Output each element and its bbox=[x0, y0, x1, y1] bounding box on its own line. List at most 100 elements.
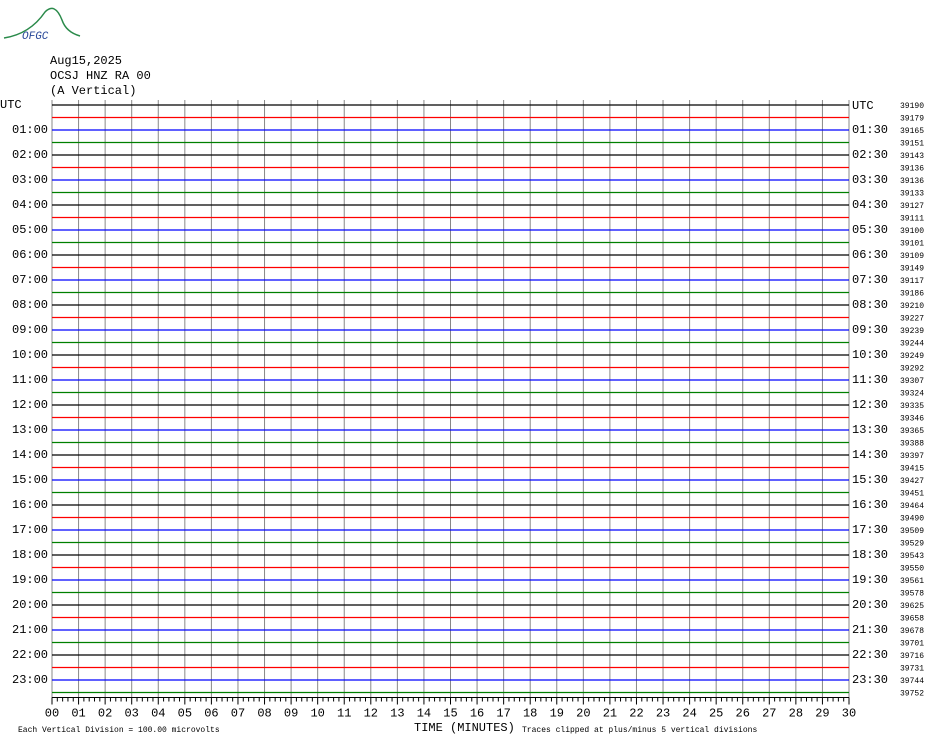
right-time-label: 20:30 bbox=[852, 598, 888, 612]
clip-note: Traces clipped at plus/minus 5 vertical … bbox=[522, 726, 757, 735]
left-time-label: 22:00 bbox=[12, 648, 48, 662]
trace-count: 39292 bbox=[900, 365, 924, 374]
left-time-label: 10:00 bbox=[12, 348, 48, 362]
trace-count: 39752 bbox=[900, 690, 924, 699]
left-time-label: 23:00 bbox=[12, 673, 48, 687]
trace-count: 39578 bbox=[900, 590, 924, 599]
right-time-label: 03:30 bbox=[852, 173, 888, 187]
right-time-label: 22:30 bbox=[852, 648, 888, 662]
left-time-label: 11:00 bbox=[12, 373, 48, 387]
left-time-label: 04:00 bbox=[12, 198, 48, 212]
trace-count: 39249 bbox=[900, 352, 924, 361]
trace-count: 39397 bbox=[900, 452, 924, 461]
trace-count: 39100 bbox=[900, 227, 924, 236]
x-tick-label: 24 bbox=[682, 707, 696, 721]
left-time-label: 03:00 bbox=[12, 173, 48, 187]
trace-count: 39179 bbox=[900, 115, 924, 124]
x-axis-label: TIME (MINUTES) bbox=[414, 721, 515, 735]
x-tick-label: 14 bbox=[417, 707, 431, 721]
trace-count: 39151 bbox=[900, 140, 924, 149]
left-time-label: 12:00 bbox=[12, 398, 48, 412]
trace-count: 39101 bbox=[900, 240, 924, 249]
left-time-label: 17:00 bbox=[12, 523, 48, 537]
x-tick-label: 28 bbox=[789, 707, 803, 721]
x-tick-label: 18 bbox=[523, 707, 537, 721]
x-tick-label: 00 bbox=[45, 707, 59, 721]
x-tick-label: 29 bbox=[815, 707, 829, 721]
x-tick-label: 16 bbox=[470, 707, 484, 721]
x-tick-label: 05 bbox=[178, 707, 192, 721]
trace-count: 39133 bbox=[900, 190, 924, 199]
x-tick-label: 08 bbox=[257, 707, 271, 721]
left-time-label: 15:00 bbox=[12, 473, 48, 487]
trace-count: 39388 bbox=[900, 440, 924, 449]
trace-count: 39346 bbox=[900, 415, 924, 424]
trace-count: 39464 bbox=[900, 502, 924, 511]
left-time-label: 16:00 bbox=[12, 498, 48, 512]
trace-count: 39731 bbox=[900, 665, 924, 674]
trace-count: 39658 bbox=[900, 615, 924, 624]
left-time-label: 01:00 bbox=[12, 123, 48, 137]
left-time-label: 14:00 bbox=[12, 448, 48, 462]
x-tick-label: 10 bbox=[310, 707, 324, 721]
right-time-label: 16:30 bbox=[852, 498, 888, 512]
left-time-label: 09:00 bbox=[12, 323, 48, 337]
trace-count: 39136 bbox=[900, 177, 924, 186]
right-time-label: 13:30 bbox=[852, 423, 888, 437]
logo-curve bbox=[3, 7, 81, 39]
x-tick-label: 03 bbox=[124, 707, 138, 721]
right-time-label: 09:30 bbox=[852, 323, 888, 337]
x-tick-label: 15 bbox=[443, 707, 457, 721]
left-time-label: 05:00 bbox=[12, 223, 48, 237]
right-time-label: 07:30 bbox=[852, 273, 888, 287]
x-tick-label: 23 bbox=[656, 707, 670, 721]
trace-count: 39415 bbox=[900, 465, 924, 474]
logo-text: OFGC bbox=[22, 31, 49, 43]
title-line: Aug15,2025 bbox=[50, 54, 122, 68]
left-time-label: 13:00 bbox=[12, 423, 48, 437]
trace-count: 39701 bbox=[900, 640, 924, 649]
title-line: (A Vertical) bbox=[50, 84, 136, 98]
x-tick-label: 20 bbox=[576, 707, 590, 721]
right-time-label: 11:30 bbox=[852, 373, 888, 387]
trace-count: 39427 bbox=[900, 477, 924, 486]
trace-count: 39109 bbox=[900, 252, 924, 261]
x-tick-label: 12 bbox=[364, 707, 378, 721]
x-tick-label: 17 bbox=[496, 707, 510, 721]
trace-count: 39117 bbox=[900, 277, 924, 286]
trace-count: 39307 bbox=[900, 377, 924, 386]
left-time-label: 21:00 bbox=[12, 623, 48, 637]
right-time-label: 21:30 bbox=[852, 623, 888, 637]
trace-count: 39365 bbox=[900, 427, 924, 436]
trace-count: 39136 bbox=[900, 165, 924, 174]
trace-count: 39111 bbox=[900, 215, 924, 224]
right-time-label: 17:30 bbox=[852, 523, 888, 537]
trace-count: 39239 bbox=[900, 327, 924, 336]
right-time-label: UTC bbox=[852, 99, 874, 113]
right-time-label: 23:30 bbox=[852, 673, 888, 687]
trace-count: 39678 bbox=[900, 627, 924, 636]
x-tick-label: 06 bbox=[204, 707, 218, 721]
x-tick-label: 26 bbox=[736, 707, 750, 721]
trace-count: 39190 bbox=[900, 102, 924, 111]
left-time-label: 08:00 bbox=[12, 298, 48, 312]
trace-count: 39716 bbox=[900, 652, 924, 661]
scale-note: Each Vertical Division = 100.00 microvol… bbox=[18, 726, 220, 735]
trace-count: 39561 bbox=[900, 577, 924, 586]
trace-count: 39165 bbox=[900, 127, 924, 136]
trace-count: 39186 bbox=[900, 290, 924, 299]
x-tick-label: 11 bbox=[337, 707, 351, 721]
x-tick-label: 01 bbox=[71, 707, 85, 721]
right-time-label: 18:30 bbox=[852, 548, 888, 562]
trace-count: 39143 bbox=[900, 152, 924, 161]
right-time-label: 15:30 bbox=[852, 473, 888, 487]
right-time-label: 04:30 bbox=[852, 198, 888, 212]
x-tick-label: 02 bbox=[98, 707, 112, 721]
right-time-label: 19:30 bbox=[852, 573, 888, 587]
x-tick-label: 27 bbox=[762, 707, 776, 721]
trace-count: 39744 bbox=[900, 677, 924, 686]
trace-count: 39451 bbox=[900, 490, 924, 499]
trace-count: 39244 bbox=[900, 340, 924, 349]
right-time-label: 06:30 bbox=[852, 248, 888, 262]
